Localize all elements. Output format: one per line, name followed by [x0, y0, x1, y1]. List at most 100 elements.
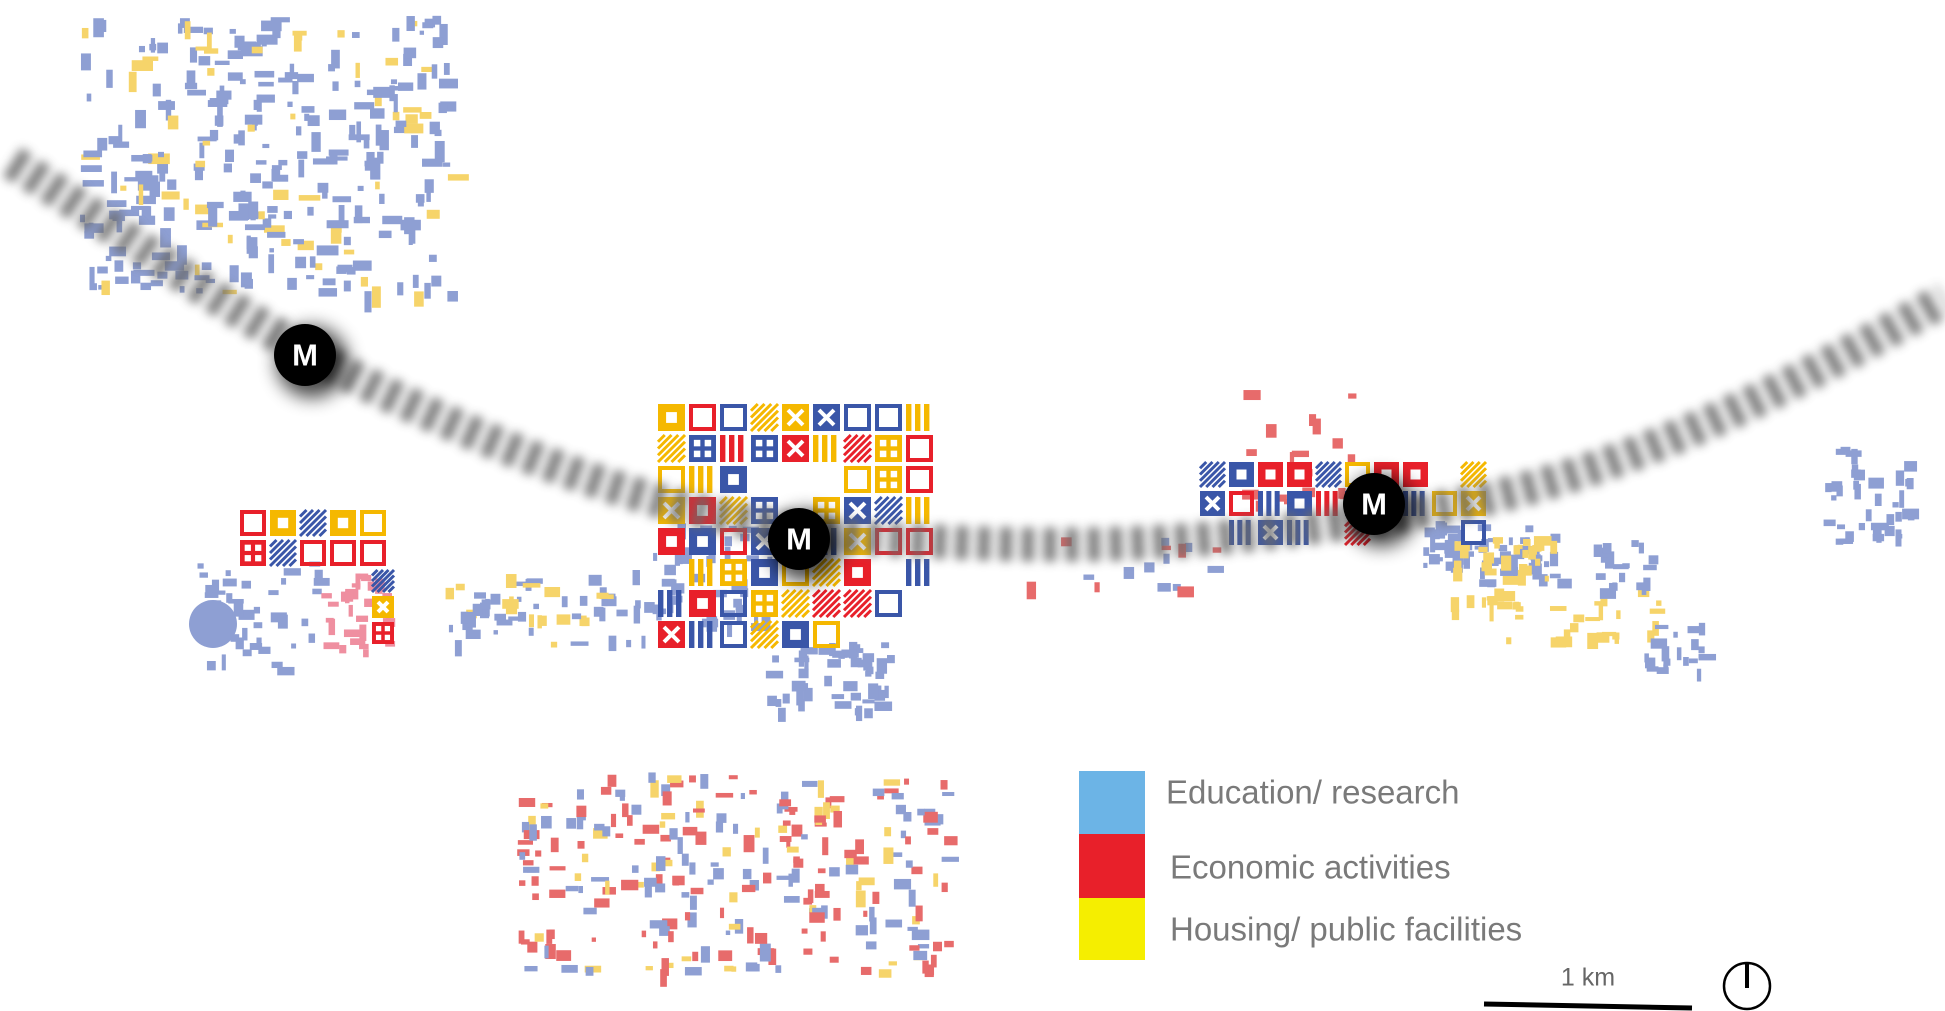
building: [278, 160, 287, 165]
building: [101, 281, 109, 295]
tile: [751, 590, 778, 617]
building: [1535, 559, 1540, 566]
building: [81, 53, 91, 70]
building: [397, 282, 403, 295]
legend-swatch: [1079, 771, 1145, 834]
building: [580, 596, 588, 606]
building: [1208, 566, 1224, 573]
building: [1490, 604, 1494, 622]
building: [716, 813, 726, 823]
building: [743, 869, 752, 879]
building: [689, 775, 696, 782]
building: [833, 811, 842, 827]
building: [912, 930, 930, 940]
building: [1522, 550, 1528, 558]
building: [685, 812, 689, 822]
building: [933, 873, 938, 886]
tile-inner: [666, 536, 677, 547]
building: [861, 967, 872, 975]
building: [212, 580, 219, 595]
building: [261, 21, 282, 32]
building: [344, 250, 354, 255]
building: [1551, 637, 1567, 647]
building: [664, 579, 677, 584]
building: [382, 216, 402, 224]
building: [89, 267, 94, 284]
building: [1570, 623, 1578, 632]
building: [818, 868, 826, 873]
building: [1478, 547, 1487, 552]
tile: [362, 512, 384, 534]
building: [1585, 617, 1600, 621]
building: [927, 828, 938, 835]
building: [889, 961, 897, 965]
building: [681, 892, 689, 898]
tile-stripe: [738, 435, 743, 462]
building: [331, 227, 342, 244]
building: [326, 156, 348, 160]
building: [544, 587, 560, 597]
building: [406, 16, 414, 31]
building: [835, 701, 852, 709]
building: [865, 671, 871, 677]
tile: [908, 468, 931, 491]
building: [792, 869, 800, 883]
building: [1292, 451, 1309, 457]
building: [432, 64, 438, 78]
tile-dot: [376, 626, 381, 631]
building: [578, 886, 583, 893]
building: [1613, 564, 1629, 569]
legend-label: Education/ research: [1166, 774, 1460, 811]
building: [97, 138, 107, 151]
building: [307, 207, 313, 216]
building: [519, 798, 535, 807]
building: [814, 807, 822, 817]
building: [208, 207, 217, 227]
building: [226, 593, 232, 603]
tile-dot: [705, 451, 711, 457]
building: [394, 86, 402, 90]
building: [1550, 552, 1558, 566]
tile-dot: [376, 635, 381, 640]
building: [646, 966, 653, 970]
building: [713, 868, 724, 879]
building: [1892, 502, 1898, 507]
building: [767, 696, 777, 706]
building: [875, 672, 884, 679]
building: [1871, 523, 1889, 530]
building: [287, 278, 297, 290]
building: [916, 906, 923, 922]
building: [248, 202, 258, 220]
tile-stripe: [822, 435, 827, 462]
building: [202, 262, 212, 270]
building: [252, 47, 263, 54]
building: [594, 607, 604, 617]
tile-dot: [891, 471, 897, 477]
building: [267, 232, 285, 238]
building: [247, 237, 258, 249]
building: [1453, 568, 1462, 582]
building: [150, 182, 160, 197]
building: [1434, 529, 1440, 539]
building: [642, 931, 646, 938]
building: [433, 37, 444, 48]
building: [393, 112, 400, 120]
building: [1691, 639, 1699, 650]
building: [1512, 602, 1520, 609]
building: [1656, 600, 1661, 605]
building: [683, 827, 698, 835]
tile-dot: [756, 606, 762, 612]
building: [877, 658, 887, 674]
building: [1467, 595, 1475, 608]
legend-swatch: [1079, 898, 1145, 960]
building: [1266, 424, 1277, 438]
building: [224, 164, 232, 173]
building: [633, 570, 640, 585]
building: [1837, 524, 1845, 529]
building: [223, 579, 237, 587]
building: [409, 234, 413, 245]
building: [1824, 520, 1836, 527]
tile-stripe: [698, 621, 703, 648]
building: [461, 612, 468, 624]
building: [863, 911, 867, 917]
